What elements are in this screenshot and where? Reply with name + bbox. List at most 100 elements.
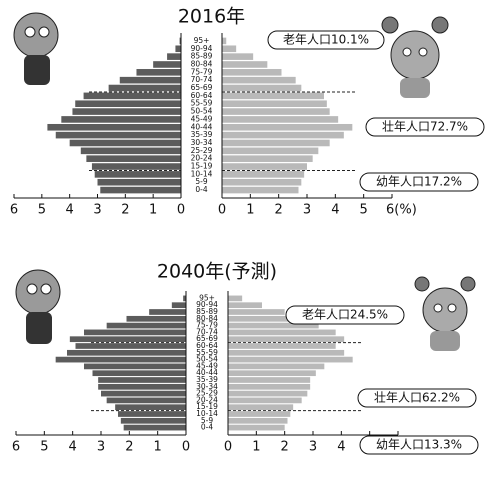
bar-female: [222, 37, 227, 45]
x-tick-label: 6: [10, 203, 18, 218]
bar-male: [94, 171, 181, 178]
x-tick-label: 0: [182, 440, 190, 455]
bar-female: [222, 69, 282, 76]
bar-female: [228, 397, 302, 404]
age-label: 30-34: [196, 382, 218, 391]
x-tick-label: 4: [331, 203, 339, 218]
bar-female: [228, 295, 243, 302]
annotation: 幼年人口13.3%: [376, 438, 462, 452]
bar-male: [136, 69, 181, 76]
annotation-box: [365, 117, 485, 137]
bar-female: [228, 417, 288, 424]
age-label: 35-39: [196, 375, 218, 384]
age-label: 95+: [199, 293, 215, 302]
bar-male: [55, 131, 181, 139]
bar-male: [69, 139, 181, 147]
x-tick-label: 1: [149, 203, 157, 218]
age-label: 0-4: [201, 423, 213, 432]
bar-male: [84, 363, 186, 370]
age-label: 25-29: [191, 146, 213, 155]
bar-male: [120, 417, 186, 424]
x-tick-label: 5: [360, 203, 368, 218]
age-label: 85-89: [191, 52, 213, 61]
bar-female: [222, 53, 254, 60]
annotation-box: [285, 305, 405, 325]
x-tick-label: 1: [154, 440, 162, 455]
bar-male: [84, 329, 186, 336]
bar-male: [75, 343, 186, 349]
bar-female: [228, 329, 336, 336]
bar-female: [228, 302, 262, 309]
age-label: 5-9: [201, 416, 213, 425]
bar-male: [47, 123, 182, 131]
bar-male: [98, 377, 186, 383]
x-tick-label: 0: [218, 203, 226, 218]
bar-male: [69, 336, 186, 343]
annotation: 壮年人口62.2%: [374, 391, 460, 405]
annotation: 老年人口24.5%: [302, 308, 388, 322]
bar-female: [228, 411, 291, 417]
x-tick-label: 3: [97, 440, 105, 455]
annotation-box: [359, 435, 479, 455]
character-boy: [13, 12, 59, 85]
age-label: 65-69: [196, 334, 218, 343]
bar-male: [153, 61, 181, 68]
age-label: 80-84: [196, 314, 218, 323]
bar-female: [228, 363, 325, 370]
age-label: 60-64: [196, 341, 218, 350]
bar-male: [106, 397, 186, 404]
bar-male: [75, 100, 181, 108]
x-tick-label: 6(%): [386, 203, 417, 218]
age-label: 95+: [194, 36, 210, 45]
bar-male: [123, 424, 186, 431]
age-label: 0-4: [195, 185, 207, 194]
annotation: 老年人口10.1%: [283, 33, 369, 47]
chart-title: 2016年: [178, 6, 245, 28]
bar-female: [228, 390, 308, 397]
bar-female: [222, 61, 268, 68]
bar-male: [126, 315, 186, 322]
bar-male: [179, 37, 181, 45]
bar-female: [222, 108, 330, 115]
bar-female: [228, 309, 285, 315]
bar-male: [80, 147, 181, 155]
bar-male: [115, 404, 186, 411]
age-label: 55-59: [191, 99, 213, 108]
age-label: 45-49: [191, 114, 213, 123]
x-tick-label: 2: [125, 440, 133, 455]
age-label: 85-89: [196, 307, 218, 316]
x-tick-label: 1: [252, 440, 260, 455]
annotation-box: [359, 172, 479, 192]
annotation-box: [357, 388, 477, 408]
bar-male: [97, 178, 181, 186]
x-tick-label: 5: [38, 203, 46, 218]
age-label: 50-54: [191, 107, 213, 116]
bar-female: [222, 92, 324, 100]
character-boy: [15, 269, 61, 344]
bar-female: [222, 84, 302, 92]
bar-male: [83, 92, 181, 100]
bar-female: [222, 139, 330, 147]
age-label: 70-74: [196, 327, 218, 336]
x-tick-label: 3: [303, 203, 311, 218]
bar-female: [228, 377, 311, 383]
age-label: 25-29: [196, 389, 218, 398]
annotation: 幼年人口17.2%: [376, 175, 462, 189]
bar-male: [119, 76, 181, 84]
x-tick-label: 0: [177, 203, 185, 218]
bar-female: [228, 343, 336, 349]
bar-female: [222, 163, 307, 170]
character-girl: [414, 276, 476, 351]
bar-female: [222, 131, 344, 139]
x-tick-label: 4: [69, 440, 77, 455]
bar-male: [72, 108, 181, 115]
bar-female: [228, 336, 345, 343]
age-label: 70-74: [191, 75, 213, 84]
bar-male: [100, 186, 181, 194]
bar-male: [101, 390, 186, 397]
x-tick-label: 3: [93, 203, 101, 218]
age-label: 45-49: [196, 361, 218, 370]
x-tick-label: 6: [12, 440, 20, 455]
age-label: 55-59: [196, 348, 218, 357]
